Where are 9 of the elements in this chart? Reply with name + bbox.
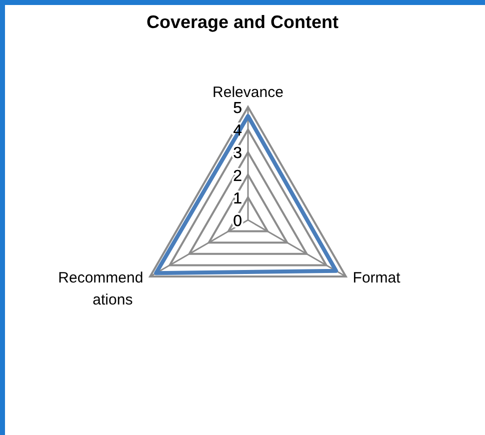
spoke-label: Recommendations bbox=[58, 270, 144, 308]
y-tick-label: 5 bbox=[233, 100, 242, 117]
y-tick-label: 2 bbox=[233, 168, 242, 185]
chart-title: Coverage and Content bbox=[146, 12, 339, 32]
y-tick-label: 0 bbox=[233, 213, 242, 230]
spoke-label: Format bbox=[352, 270, 402, 286]
y-tick-label: 1 bbox=[233, 190, 242, 208]
y-tick-label: 3 bbox=[233, 145, 242, 162]
spoke-label: Relevance bbox=[212, 84, 284, 101]
